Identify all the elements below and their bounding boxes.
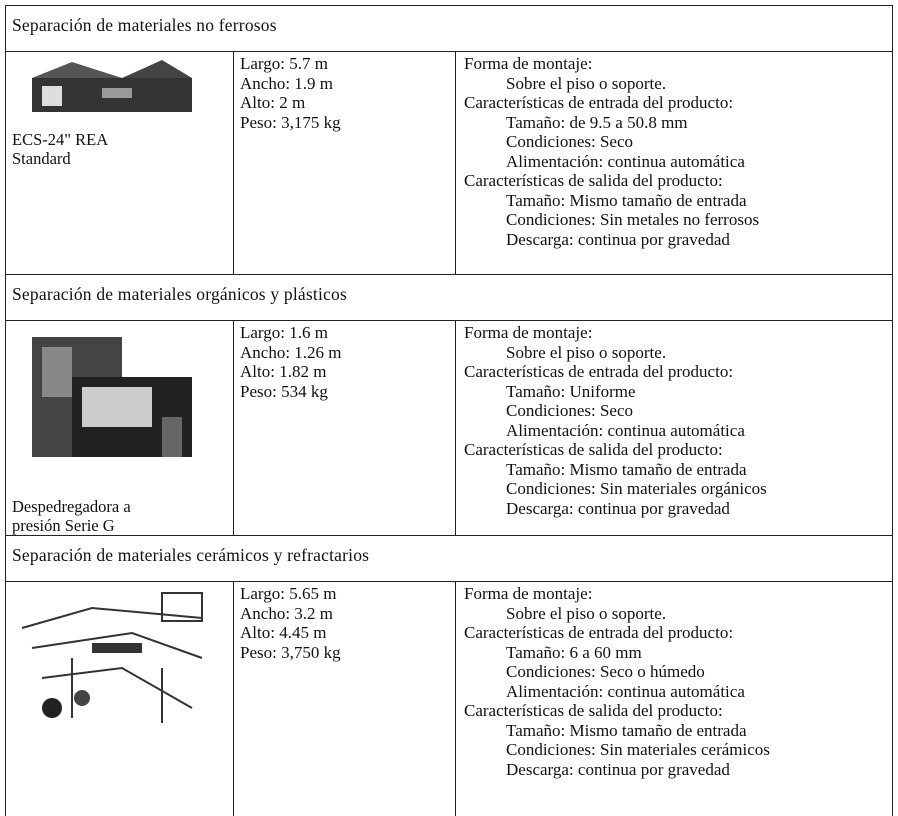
photo-cell: ECS-24" REA Standard (5, 51, 234, 275)
spec-label: Características de entrada del producto: (464, 93, 734, 112)
spec-item: Tamaño: de 9.5 a 50.8 mm (506, 112, 688, 132)
dimensions-cell: Largo: 1.6 m Ancho: 1.26 m Alto: 1.82 m Pes… (233, 320, 456, 536)
equipment-photo (32, 60, 192, 112)
section-heading-row: Separación de materiales cerámicos y ref… (4, 535, 894, 582)
section-heading: Separación de materiales no ferrosos (4, 5, 894, 52)
spec-label: Características de salida del producto: (464, 701, 723, 720)
spec-label: Características de entrada del producto: (464, 623, 734, 642)
dimension: Peso: 3,175 kg (240, 112, 341, 132)
dimension: Largo: 5.7 m (240, 54, 328, 73)
equipment-table: Separación de materiales no ferrosos ECS-… (4, 5, 894, 816)
dimension: Alto: 1.82 m (240, 362, 327, 381)
section-heading-row: Separación de materiales no ferrosos (4, 5, 894, 52)
caption-line: presión Serie G (12, 516, 115, 535)
spec-item: Sobre el piso o soporte. (506, 342, 667, 362)
dimension: Peso: 3,750 kg (240, 642, 341, 662)
equipment-row: Despedregadora a presión Serie G Largo: 1.… (5, 320, 894, 536)
spec-label: Forma de montaje: (464, 584, 593, 603)
specs-cell: Forma de montaje: Sobre el piso o soporte… (454, 581, 894, 816)
spec-item: Tamaño: Mismo tamaño de entrada (506, 720, 747, 740)
section-heading: Separación de materiales orgánicos y plá… (4, 274, 894, 321)
dimension: Peso: 534 kg (240, 381, 328, 401)
dimension: Ancho: 3.2 m (240, 603, 334, 623)
document: Separación de materiales no ferrosos ECS-… (4, 5, 894, 816)
spec-item: Descarga: continua por gravedad (506, 229, 730, 249)
dimension: Ancho: 1.26 m (240, 342, 342, 362)
spec-label: Características de salida del producto: (464, 440, 723, 459)
caption-line: ECS-24" REA (12, 130, 109, 149)
caption-line: Standard (12, 149, 71, 168)
spec-item: Condiciones: Sin metales no ferrosos (506, 210, 760, 229)
spec-item: Tamaño: Mismo tamaño de entrada (506, 459, 747, 479)
photo-cell: Despedregadora a presión Serie G (5, 320, 234, 536)
spec-label: Características de entrada del producto: (464, 362, 734, 381)
photo-cell (5, 581, 234, 816)
spec-item: Alimentación: continua automática (506, 151, 745, 171)
spec-item: Condiciones: Seco o húmedo (506, 662, 705, 681)
equipment-photo (32, 337, 192, 457)
equipment-caption: Despedregadora a presión Serie G (12, 497, 227, 535)
spec-item: Tamaño: Mismo tamaño de entrada (506, 190, 747, 210)
spec-item: Condiciones: Sin materiales cerámicos (506, 740, 770, 759)
spec-item: Condiciones: Seco (506, 132, 634, 151)
caption-line: Despedregadora a (12, 497, 131, 516)
dimension: Largo: 1.6 m (240, 323, 328, 342)
spec-label: Forma de montaje: (464, 54, 593, 73)
spec-label: Características de salida del producto: (464, 171, 723, 190)
spec-item: Descarga: continua por gravedad (506, 759, 730, 779)
dimension: Alto: 2 m (240, 93, 306, 112)
spec-item: Alimentación: continua automática (506, 681, 745, 701)
equipment-photo (21, 592, 203, 723)
dimension: Ancho: 1.9 m (240, 73, 334, 93)
specs-cell: Forma de montaje: Sobre el piso o soporte… (454, 320, 894, 536)
specs-cell: Forma de montaje: Sobre el piso o soporte… (454, 51, 894, 275)
section-heading: Separación de materiales cerámicos y ref… (4, 535, 894, 582)
spec-item: Condiciones: Sin materiales orgánicos (506, 479, 767, 498)
dimension: Largo: 5.65 m (240, 584, 337, 603)
section-heading-row: Separación de materiales orgánicos y plá… (4, 274, 894, 321)
dimension: Alto: 4.45 m (240, 623, 327, 642)
dimensions-cell: Largo: 5.7 m Ancho: 1.9 m Alto: 2 m Peso: 3… (233, 51, 456, 275)
equipment-row: Largo: 5.65 m Ancho: 3.2 m Alto: 4.45 m Pes… (5, 581, 894, 816)
spec-item: Tamaño: 6 a 60 mm (506, 642, 642, 662)
equipment-row: ECS-24" REA Standard Largo: 5.7 m Ancho: 1.… (5, 51, 894, 275)
page: {"sections": [ {"heading": "Separación d… (4, 5, 894, 816)
spec-item: Condiciones: Seco (506, 401, 634, 420)
spec-item: Descarga: continua por gravedad (506, 498, 730, 518)
spec-item: Sobre el piso o soporte. (506, 73, 667, 93)
spec-item: Alimentación: continua automática (506, 420, 745, 440)
spec-item: Tamaño: Uniforme (506, 381, 636, 401)
spec-item: Sobre el piso o soporte. (506, 603, 667, 623)
dimensions-cell: Largo: 5.65 m Ancho: 3.2 m Alto: 4.45 m Pes… (233, 581, 456, 816)
spec-label: Forma de montaje: (464, 323, 593, 342)
equipment-caption: ECS-24" REA Standard (12, 130, 227, 168)
